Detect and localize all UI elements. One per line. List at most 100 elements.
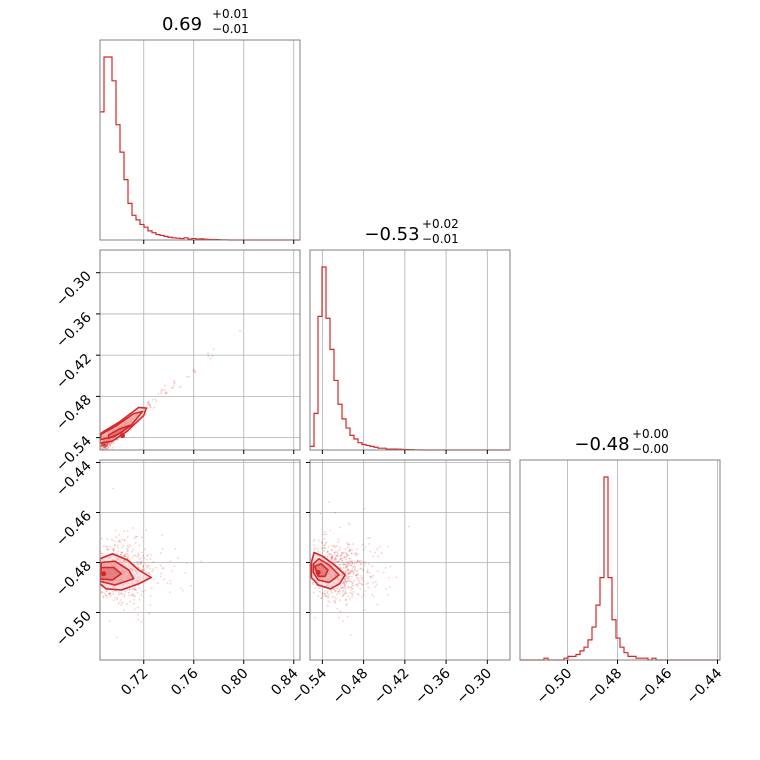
sample-point <box>361 584 364 586</box>
sample-point <box>115 529 117 532</box>
sample-point <box>367 581 369 584</box>
sample-point <box>104 443 107 446</box>
sample-point <box>334 556 336 559</box>
sample-point <box>97 572 99 574</box>
sample-point <box>102 445 104 448</box>
sample-point <box>353 566 355 568</box>
sample-point <box>160 392 163 395</box>
sample-point <box>103 445 106 448</box>
sample-point <box>326 555 329 558</box>
sample-point <box>323 544 325 547</box>
sample-point <box>356 574 359 577</box>
sample-point <box>96 549 98 551</box>
sample-point <box>339 586 342 589</box>
sample-point <box>253 573 255 575</box>
sample-point <box>340 554 343 556</box>
title-value-2: −0.48 <box>574 434 629 455</box>
sample-point <box>166 582 169 585</box>
contour-level-3 <box>107 424 131 440</box>
sample-point <box>144 589 147 592</box>
sample-point <box>350 564 352 567</box>
sample-point <box>97 560 99 562</box>
sample-point <box>88 561 90 563</box>
sample-point <box>106 443 109 446</box>
sample-point <box>323 592 326 595</box>
contour-panel-2-1 <box>253 501 410 636</box>
sample-point <box>113 540 116 542</box>
sample-point <box>138 560 141 563</box>
sample-point <box>352 569 355 572</box>
sample-point <box>165 391 168 394</box>
sample-point <box>194 371 197 373</box>
sample-point <box>37 569 39 571</box>
sample-point <box>136 613 139 616</box>
sample-point <box>128 588 131 591</box>
sample-point <box>334 550 337 553</box>
sample-point <box>345 558 348 560</box>
sample-point <box>356 585 359 587</box>
sample-point <box>374 581 377 583</box>
sample-point <box>364 609 367 611</box>
sample-point <box>361 577 364 579</box>
sample-point <box>341 586 343 589</box>
sample-point <box>345 592 347 595</box>
sample-point <box>360 563 363 566</box>
sample-point <box>353 568 356 571</box>
sample-point <box>104 444 107 447</box>
sample-point <box>103 545 105 547</box>
sample-point <box>327 546 330 548</box>
sample-point <box>407 525 410 528</box>
sample-point <box>314 587 316 590</box>
sample-point <box>317 550 320 553</box>
sample-point <box>362 569 364 572</box>
sample-point <box>331 549 333 552</box>
sample-point <box>118 593 120 596</box>
sample-point <box>55 543 57 545</box>
sample-point <box>95 572 97 574</box>
sample-point <box>96 597 98 599</box>
sample-point <box>342 587 345 589</box>
sample-point <box>348 560 350 563</box>
sample-point <box>345 553 348 556</box>
sample-point <box>326 605 329 607</box>
sample-point <box>146 572 149 574</box>
sample-point <box>301 576 303 578</box>
sample-point <box>126 544 129 547</box>
sample-point <box>163 578 166 581</box>
sample-point <box>121 601 124 604</box>
sample-point <box>101 444 103 446</box>
sample-point <box>333 596 336 599</box>
sample-point <box>361 543 364 546</box>
sample-point <box>103 592 106 594</box>
sample-point <box>322 595 324 597</box>
sample-point <box>106 545 109 548</box>
sample-point <box>326 592 329 595</box>
sample-point <box>358 560 361 563</box>
sample-point <box>334 590 336 593</box>
sample-point <box>303 580 305 582</box>
sample-point <box>331 557 334 559</box>
sample-point <box>331 556 334 559</box>
sample-point <box>107 446 110 448</box>
sample-point <box>344 586 346 589</box>
sample-point <box>123 530 126 532</box>
sample-point <box>320 597 323 599</box>
sample-point <box>182 589 184 592</box>
sample-point <box>351 582 354 585</box>
sample-point <box>288 593 290 595</box>
sample-point <box>83 536 85 538</box>
sample-point <box>68 562 70 564</box>
sample-point <box>95 564 97 566</box>
sample-point <box>351 560 353 563</box>
sample-point <box>291 573 293 575</box>
sample-point <box>133 598 136 601</box>
sample-point <box>106 547 108 550</box>
sample-point <box>102 443 105 446</box>
sample-point <box>357 579 360 581</box>
sample-point <box>207 355 210 357</box>
sample-point <box>351 593 354 596</box>
sample-point <box>346 569 349 572</box>
sample-point <box>139 557 142 559</box>
sample-point <box>280 547 282 549</box>
sample-point <box>169 591 171 593</box>
